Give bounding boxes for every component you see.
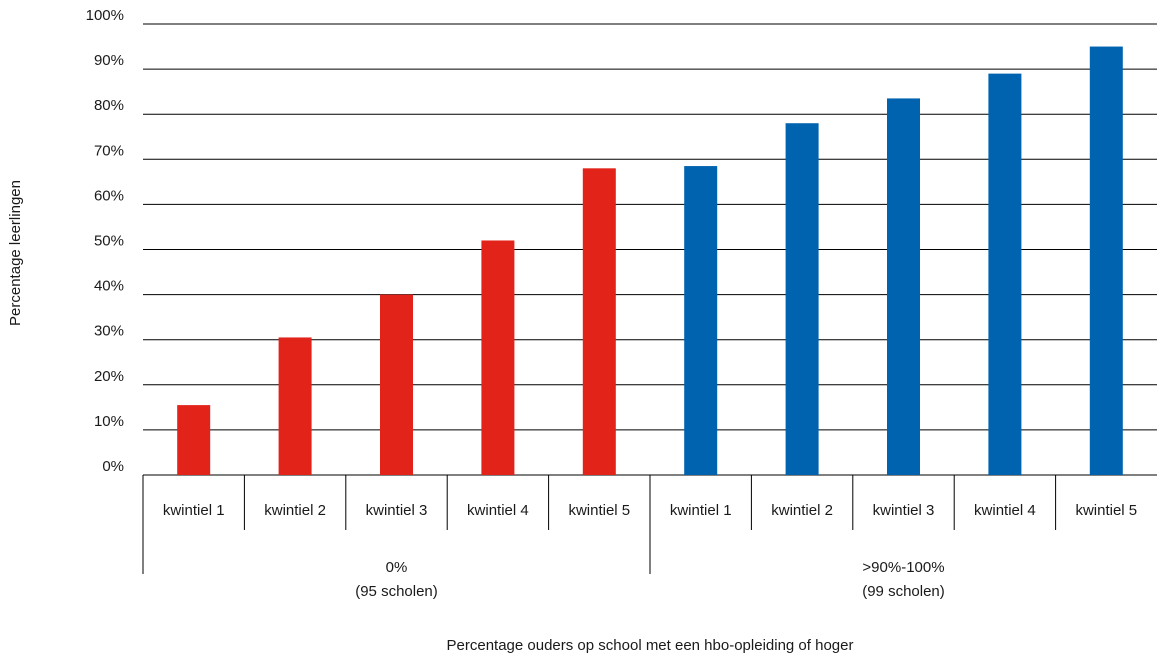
y-tick-labels: 0% 10% 20% 30% 40% 50% 60% 70% 80% 90% 100% [86, 7, 124, 475]
gridlines [143, 23, 1157, 476]
y-tick-label: 30% [94, 323, 124, 340]
y-tick-label: 90% [94, 52, 124, 69]
category-label: kwintiel 4 [974, 502, 1036, 519]
category-label: kwintiel 3 [366, 502, 428, 519]
bar [177, 405, 211, 475]
bar [887, 98, 920, 475]
group-labels: 0% (95 scholen) >90%-100% (99 scholen) [142, 475, 945, 600]
category-label: kwintiel 5 [1075, 502, 1137, 519]
y-tick-label: 0% [102, 458, 124, 475]
y-tick-label: 80% [94, 97, 124, 114]
category-label: kwintiel 4 [467, 502, 529, 519]
category-label: kwintiel 1 [670, 502, 732, 519]
group-label-line1: 0% [386, 559, 408, 576]
bar [582, 168, 616, 475]
bar [785, 123, 819, 475]
category-label: kwintiel 1 [163, 502, 225, 519]
category-label: kwintiel 2 [264, 502, 326, 519]
group-label-line2: (99 scholen) [862, 583, 945, 600]
y-axis-title: Percentage leerlingen [7, 180, 24, 326]
bar [278, 337, 312, 475]
y-tick-label: 100% [86, 7, 124, 24]
category-label: kwintiel 3 [873, 502, 935, 519]
bar [481, 240, 515, 475]
bar [684, 166, 718, 475]
category-label: kwintiel 2 [771, 502, 833, 519]
y-tick-label: 20% [94, 368, 124, 385]
bar [380, 294, 413, 475]
y-tick-label: 70% [94, 142, 124, 159]
group-label-line1: >90%-100% [862, 559, 944, 576]
y-tick-label: 50% [94, 233, 124, 250]
bar [1089, 46, 1123, 476]
group-label-line2: (95 scholen) [355, 583, 438, 600]
category-labels: kwintiel 1 kwintiel 2 kwintiel 3 kwintiel 4… [163, 475, 1137, 530]
bars [177, 46, 1123, 476]
bar [988, 73, 1022, 476]
y-tick-label: 60% [94, 187, 124, 204]
y-tick-label: 10% [94, 413, 124, 430]
category-label: kwintiel 5 [568, 502, 630, 519]
x-axis-title: Percentage ouders op school met een hbo-… [447, 637, 854, 654]
y-tick-label: 40% [94, 278, 124, 295]
